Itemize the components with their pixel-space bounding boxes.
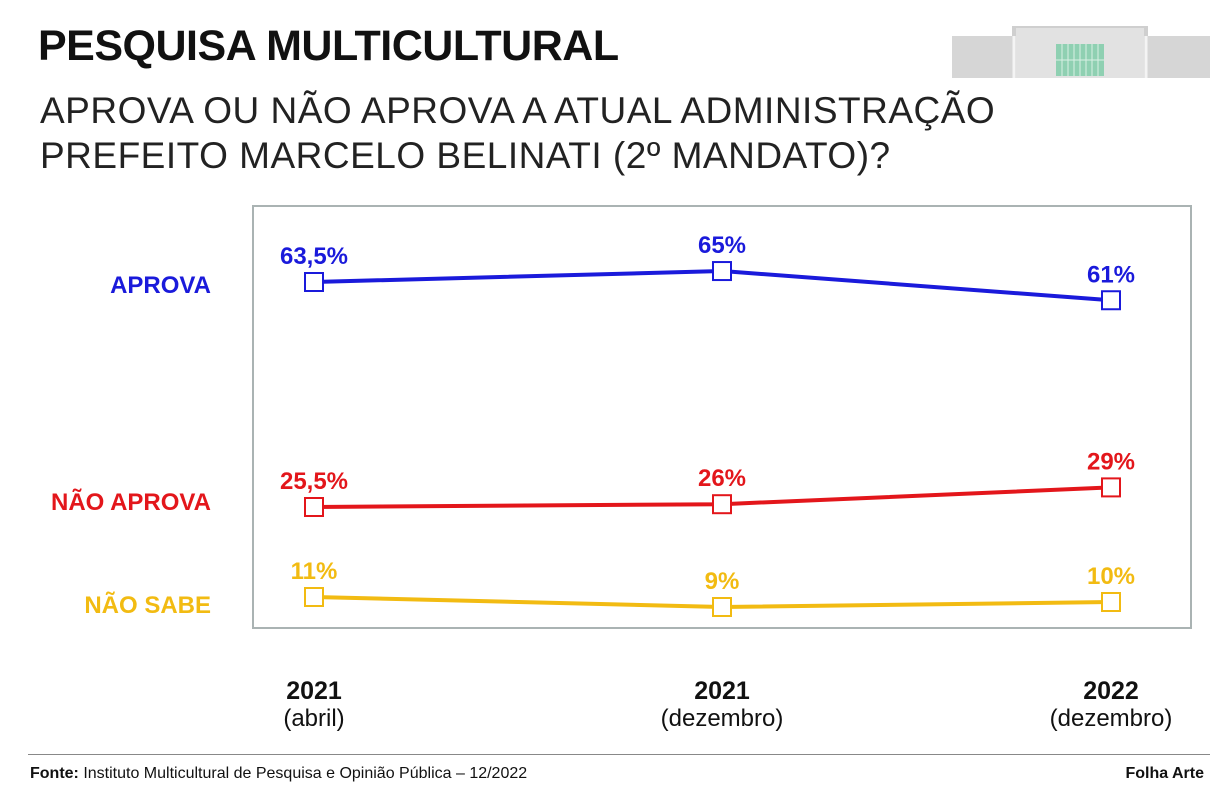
x-tick-label: 2022 bbox=[1083, 677, 1139, 705]
x-tick-label: 2021 bbox=[286, 677, 342, 705]
data-point-marker bbox=[712, 597, 732, 617]
data-label: 26% bbox=[698, 465, 746, 492]
legend-label: APROVA bbox=[110, 272, 211, 299]
data-label: 10% bbox=[1087, 563, 1135, 590]
source-text: Instituto Multicultural de Pesquisa e Op… bbox=[78, 765, 528, 782]
footer-divider bbox=[28, 754, 1210, 755]
page-title: PESQUISA MULTICULTURAL bbox=[38, 22, 619, 70]
data-point-marker bbox=[1101, 290, 1121, 311]
plot-frame bbox=[252, 205, 1192, 629]
credit-label: Folha Arte bbox=[1125, 765, 1204, 782]
data-point-marker bbox=[1101, 592, 1121, 612]
building-illustration bbox=[952, 26, 1210, 78]
legend-label: NÃO SABE bbox=[84, 591, 211, 619]
x-tick-sublabel: (dezembro) bbox=[1050, 705, 1173, 732]
data-point-marker bbox=[304, 497, 324, 517]
data-label: 25,5% bbox=[280, 468, 348, 495]
data-label: 9% bbox=[705, 568, 740, 595]
x-tick-sublabel: (abril) bbox=[283, 705, 344, 732]
legend-label: NÃO APROVA bbox=[51, 488, 211, 516]
x-tick-sublabel: (dezembro) bbox=[661, 705, 784, 732]
x-tick-label: 2021 bbox=[694, 677, 750, 705]
data-label: 11% bbox=[291, 558, 338, 585]
source-note: Fonte: Instituto Multicultural de Pesqui… bbox=[30, 765, 527, 783]
data-point-marker bbox=[712, 494, 732, 515]
data-point-marker bbox=[712, 261, 732, 282]
data-point-marker bbox=[1101, 477, 1121, 498]
line-chart: 63,5% 65% 61% APROVA 25,5% 26% 29% NÃO APROVA 11… bbox=[51, 205, 1192, 732]
data-point-marker bbox=[304, 272, 324, 292]
data-label: 29% bbox=[1087, 448, 1135, 475]
data-label: 65% bbox=[698, 232, 746, 259]
source-label: Fonte: bbox=[30, 765, 79, 782]
data-point-marker bbox=[304, 587, 324, 607]
data-label: 63,5% bbox=[280, 243, 348, 270]
data-label: 61% bbox=[1087, 261, 1135, 288]
chart-subtitle: APROVA OU NÃO APROVA A ATUAL ADMINISTRAÇ… bbox=[40, 90, 996, 176]
